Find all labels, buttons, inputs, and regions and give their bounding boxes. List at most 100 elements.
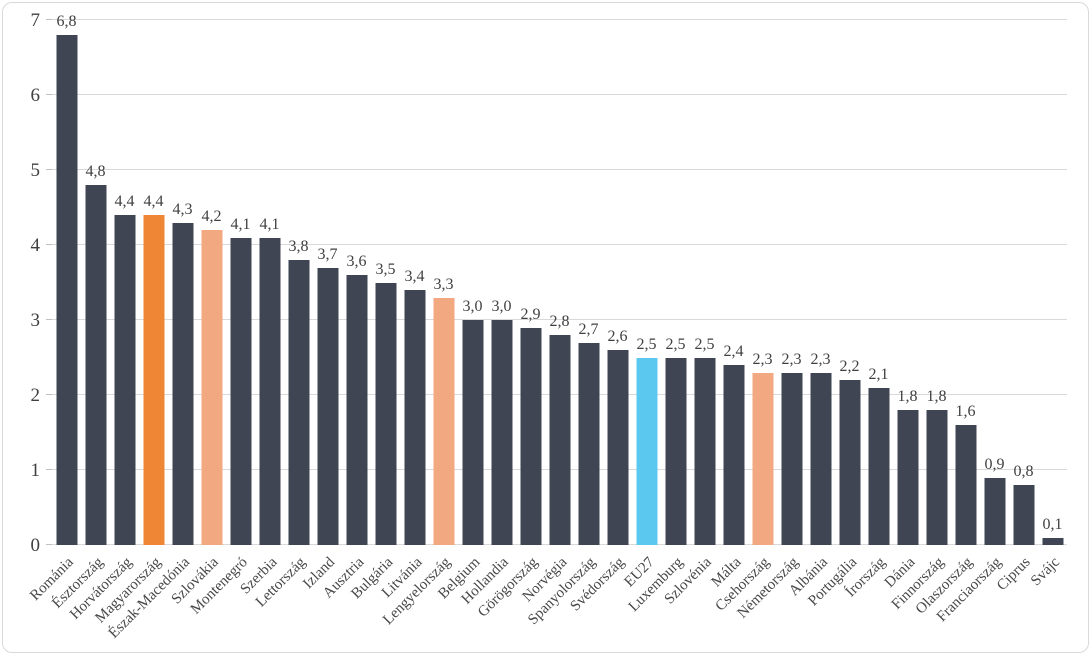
bar-country: 1,8: [897, 389, 918, 545]
bar-value-label: 4,2: [201, 208, 222, 225]
bar-slot: 2,3: [806, 20, 835, 545]
bar-country: 3,7: [317, 246, 338, 545]
bar-slot: 4,4: [110, 20, 139, 545]
bar-slot: 4,1: [255, 20, 284, 545]
bar-value-label: 4,3: [172, 200, 193, 218]
bar-value-label: 2,3: [781, 350, 802, 368]
bar-slot: 4,1: [226, 20, 255, 545]
x-axis: Románia Észtország Horvátország Magyarorszá…: [27, 547, 1067, 653]
bar-value-label: 4,4: [143, 193, 164, 210]
gridline: [52, 19, 1067, 20]
bar-country: 4,1: [259, 216, 280, 545]
bar-slot: 2,8: [545, 20, 574, 545]
bar-country: 2,5: [665, 336, 686, 545]
bar-value-label: 4,4: [114, 193, 135, 210]
bar-eu: 2,5: [636, 336, 657, 545]
bar-value-label: 4,1: [230, 215, 251, 233]
bar-value-label: 2,5: [694, 335, 715, 353]
bar-value-label: 3,3: [433, 275, 454, 293]
bar-country: 2,8: [549, 314, 570, 545]
bar-value-label: 2,9: [520, 305, 541, 323]
bar-slot: 3,8: [284, 20, 313, 545]
bar-country: 0,8: [1013, 464, 1034, 545]
bar-value-label: 2,7: [578, 320, 599, 338]
bar-country: 2,6: [607, 329, 628, 545]
bar-country: 1,6: [955, 404, 976, 545]
bar-value-label: 0,1: [1042, 515, 1063, 533]
bar-slot: 4,3: [168, 20, 197, 545]
y-axis-tick-label: 2: [30, 385, 41, 407]
bar-value-label: 0,8: [1013, 463, 1034, 480]
y-axis-tick: [46, 544, 52, 545]
bar-slot: 2,2: [835, 20, 864, 545]
y-axis-tick: [46, 469, 52, 470]
bar-slot: 3,0: [487, 20, 516, 545]
bar-slot: 2,1: [864, 20, 893, 545]
y-axis-tick: [46, 319, 52, 320]
plot-area: 0 1 2 3 4 5 6 7 6,8 4,8 4,4 4,4 4,3 4,2 4,1 4,1 3,8 3,7 3,…: [31, 11, 1067, 555]
bar-secondary: 3,3: [433, 276, 454, 545]
y-axis-tick-label: 5: [30, 160, 41, 182]
bar-country: 1,8: [926, 389, 947, 545]
bar-country: 2,7: [578, 321, 599, 545]
bar-slot: 2,5: [661, 20, 690, 545]
y-axis-tick-label: 6: [30, 85, 41, 107]
bar-value-label: 6,8: [56, 13, 77, 30]
gridline: [52, 169, 1067, 170]
x-axis-label: Svájc: [1028, 554, 1064, 590]
bar-value-label: 2,3: [810, 350, 831, 368]
bar-value-label: 1,8: [897, 388, 918, 405]
bar-slot: 0,1: [1038, 20, 1067, 545]
bar-value-label: 1,8: [926, 388, 947, 405]
bar-value-label: 3,7: [317, 245, 338, 263]
y-axis-tick: [46, 19, 52, 20]
bar-value-label: 3,8: [288, 238, 309, 255]
bar-value-label: 2,4: [723, 343, 744, 360]
gridline: [52, 94, 1067, 95]
y-axis-tick-label: 4: [30, 235, 41, 257]
y-axis-tick: [46, 394, 52, 395]
bar-value-label: 2,1: [868, 365, 889, 383]
bar-value-label: 2,5: [665, 335, 686, 353]
bar-value-label: 2,6: [607, 328, 628, 345]
bar-country: 6,8: [56, 14, 77, 545]
bar-value-label: 2,2: [839, 358, 860, 375]
bar-country: 2,1: [868, 366, 889, 545]
bar-value-label: 3,5: [375, 260, 396, 278]
bar-country: 3,8: [288, 239, 309, 545]
bar-country: 3,4: [404, 269, 425, 545]
bar-country: 3,5: [375, 261, 396, 545]
bar-slot: 6,8: [52, 14, 81, 545]
bar-slot: 4,4: [139, 20, 168, 545]
bar-country: 0,1: [1042, 516, 1063, 545]
bar-country: 2,4: [723, 344, 744, 545]
bar-country: 2,2: [839, 359, 860, 545]
bar-accent: 4,4: [143, 194, 164, 545]
bar-country: 2,5: [694, 336, 715, 545]
y-axis-tick: [46, 94, 52, 95]
bar-country: 4,3: [172, 201, 193, 545]
y-axis-tick-label: 1: [30, 460, 41, 482]
y-axis-tick: [46, 244, 52, 245]
bar-country: 2,3: [810, 351, 831, 545]
bar-value-label: 2,8: [549, 313, 570, 330]
bar-slot: 3,3: [429, 20, 458, 545]
bar-slot: 2,9: [516, 20, 545, 545]
bar-country: 0,9: [984, 456, 1005, 545]
bar-slot: 4,2: [197, 20, 226, 545]
gridline: [52, 244, 1067, 245]
bar-slot: 3,0: [458, 20, 487, 545]
bar-country: 3,6: [346, 254, 367, 545]
bar-slot: 2,3: [777, 20, 806, 545]
bar-slot: 0,8: [1009, 20, 1038, 545]
bar-slot: 2,4: [719, 20, 748, 545]
gridline: [52, 319, 1067, 320]
bar-slot: 2,3: [748, 20, 777, 545]
bar-country: 2,9: [520, 306, 541, 545]
bar-value-label: 3,6: [346, 253, 367, 270]
bar-value-label: 2,3: [752, 350, 773, 368]
bar-slot: 2,7: [574, 20, 603, 545]
bar-country: 3,0: [462, 299, 483, 545]
bar-slot: 2,5: [690, 20, 719, 545]
bar-country: 4,1: [230, 216, 251, 545]
